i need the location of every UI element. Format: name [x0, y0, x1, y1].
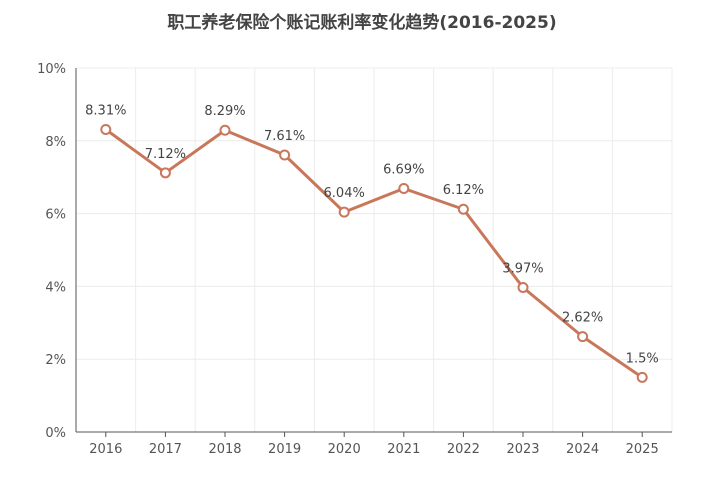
data-labels: 8.31% 7.12% 8.29% 7.61% 6.04% 6.69% 6.12% 3.97%…	[85, 104, 659, 367]
data-point	[338, 206, 350, 218]
data-point	[398, 182, 410, 194]
data-point	[457, 203, 469, 215]
y-tick-label: 10%	[37, 62, 66, 77]
data-point	[219, 124, 231, 136]
data-label: 6.04%	[324, 186, 365, 201]
y-tick-label: 0%	[45, 426, 66, 441]
x-tick-label: 2020	[328, 442, 361, 457]
x-tick-label: 2024	[566, 442, 599, 457]
x-tick-label: 2023	[506, 442, 539, 457]
y-tick-label: 4%	[45, 280, 66, 295]
x-tick-label: 2016	[89, 442, 122, 457]
data-point	[636, 371, 648, 383]
x-tick-label: 2017	[149, 442, 182, 457]
y-tick-label: 8%	[45, 135, 66, 150]
data-label: 7.61%	[264, 129, 305, 144]
x-tick-label: 2019	[268, 442, 301, 457]
data-point	[577, 331, 589, 343]
x-tick-label: 2018	[208, 442, 241, 457]
data-label: 7.12%	[145, 147, 186, 162]
data-label: 2.62%	[562, 311, 603, 326]
y-tick-label: 2%	[45, 353, 66, 368]
data-label: 8.29%	[204, 104, 245, 119]
axes: 0% 2% 4% 6% 8% 10% 2016 2017 2018 2019 2020 2021 202…	[37, 62, 672, 457]
data-point	[159, 167, 171, 179]
x-tick-label: 2025	[626, 442, 659, 457]
x-tick-label: 2021	[387, 442, 420, 457]
data-label: 6.69%	[383, 162, 424, 177]
data-label: 3.97%	[502, 261, 543, 276]
data-label: 6.12%	[443, 183, 484, 198]
series-layer	[100, 124, 648, 383]
chart-title: 职工养老保险个账记账利率变化趋势(2016-2025)	[167, 13, 557, 33]
series-line	[104, 128, 644, 379]
data-point	[279, 149, 291, 161]
data-label: 8.31%	[85, 104, 126, 119]
data-point	[100, 124, 112, 136]
data-point	[517, 281, 529, 293]
data-label: 1.5%	[626, 351, 659, 366]
y-tick-label: 6%	[45, 208, 66, 223]
x-tick-label: 2022	[447, 442, 480, 457]
grid-lines	[76, 67, 673, 432]
